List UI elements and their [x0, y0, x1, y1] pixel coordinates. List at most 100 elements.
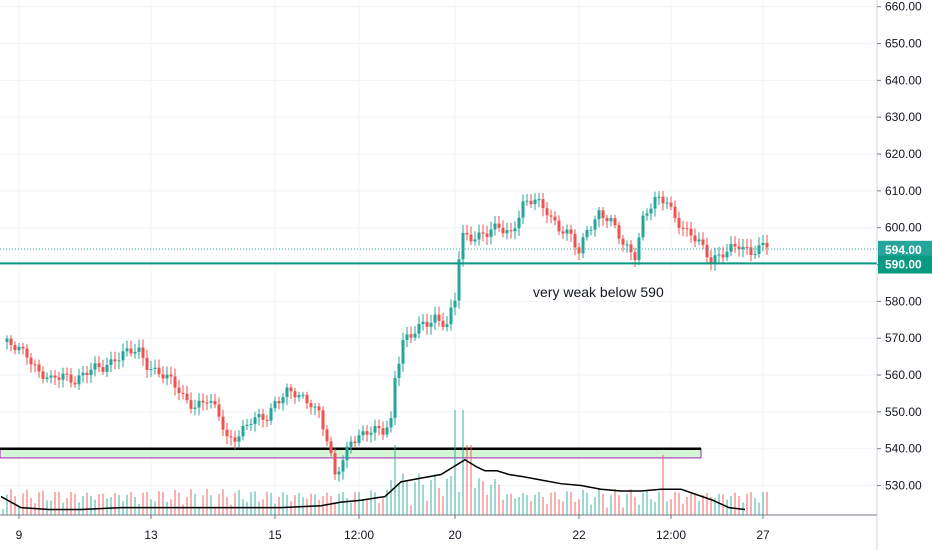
volume-bar: [386, 489, 388, 515]
volume-bar: [250, 492, 252, 515]
candle-body: [185, 393, 189, 401]
volume-bar: [194, 493, 196, 515]
volume-bar: [706, 493, 708, 515]
volume-bar: [746, 493, 748, 515]
volume-bar: [614, 489, 616, 515]
candle-body: [253, 417, 257, 425]
volume-bar: [758, 502, 760, 515]
candle-body: [617, 225, 621, 239]
volume-bar: [414, 482, 416, 515]
volume-bar: [18, 506, 20, 515]
candle-body: [365, 431, 369, 435]
time-axis[interactable]: 9 13 15 12:00 20 22 12:00 27: [0, 514, 877, 542]
candle-body: [65, 373, 69, 375]
candle-body: [321, 410, 325, 430]
candle-body: [177, 387, 181, 393]
volume-bar: [562, 501, 564, 515]
volume-bar: [350, 502, 352, 515]
candle-body: [629, 244, 633, 253]
candle-body: [477, 232, 481, 240]
candle-body: [581, 237, 585, 254]
volume-bar: [42, 490, 44, 515]
time-tick-label: 12:00: [344, 528, 374, 542]
candle-body: [561, 231, 565, 234]
volume-bar: [498, 484, 500, 515]
volume-bar: [558, 499, 560, 515]
candle-body: [361, 431, 365, 436]
candle-body: [741, 246, 745, 250]
volume-bar: [106, 498, 108, 515]
candle-body: [129, 348, 133, 354]
price-tag-label: 594.00: [885, 243, 922, 257]
price-tick-label: 540.00: [885, 442, 922, 456]
candle-body: [149, 369, 153, 371]
volume-bar: [502, 499, 504, 515]
candle-body: [25, 348, 29, 358]
candle-body: [349, 441, 353, 447]
price-axis[interactable]: 660.00 650.00 640.00 630.00 620.00 610.00 600.…: [876, 0, 922, 550]
time-tick-label: 9: [16, 528, 23, 542]
volume-bar: [450, 475, 452, 515]
candle-body: [373, 426, 377, 433]
volume-bar: [370, 490, 372, 515]
volume-bar: [418, 473, 420, 515]
time-tick-label: 22: [572, 528, 586, 542]
volume-bar: [166, 501, 168, 515]
volume-bar: [710, 497, 712, 515]
candle-body: [301, 394, 305, 396]
volume-bar: [162, 492, 164, 515]
candle-body: [429, 322, 433, 327]
candle-body: [125, 348, 129, 352]
time-tick-label: 15: [268, 528, 282, 542]
candle-body: [5, 338, 9, 342]
price-tick-label: 550.00: [885, 405, 922, 419]
volume-bar: [622, 507, 624, 515]
price-tick-label: 580.00: [885, 294, 922, 308]
candle-body: [485, 233, 489, 237]
volume-bar: [642, 492, 644, 515]
candle-body: [121, 351, 125, 361]
volume-bar: [342, 492, 344, 515]
candle-body: [261, 414, 265, 420]
candle-body: [585, 230, 589, 238]
candle-body: [357, 435, 361, 444]
candle-body: [417, 323, 421, 334]
candle-body: [193, 407, 197, 409]
volume-bar: [218, 493, 220, 515]
volume-bar: [678, 492, 680, 515]
volume-bar: [542, 497, 544, 515]
candle-body: [389, 418, 393, 428]
price-lines: [0, 248, 877, 265]
volume-bar: [446, 478, 448, 515]
candle-body: [421, 321, 425, 324]
volume-bar: [646, 489, 648, 515]
candle-body: [17, 346, 21, 351]
volume-bar: [118, 495, 120, 515]
volume-bar: [22, 493, 24, 515]
candle-body: [569, 229, 573, 234]
candle-body: [649, 208, 653, 214]
candle-body: [77, 375, 81, 385]
candle-body: [233, 437, 237, 442]
volume-bar: [94, 499, 96, 515]
candle-body: [517, 217, 521, 229]
candle-body: [457, 259, 461, 301]
volume-bar: [522, 493, 524, 515]
candle-body: [661, 196, 665, 204]
candle-body: [433, 314, 437, 323]
candle-body: [101, 367, 105, 372]
volume-bar: [30, 498, 32, 515]
volume-bar: [190, 489, 192, 515]
candle-body: [577, 247, 581, 254]
volume-bar: [462, 410, 464, 515]
candle-body: [141, 347, 145, 358]
candle-body: [513, 228, 517, 232]
candle-body: [761, 242, 765, 246]
price-tick-label: 610.00: [885, 184, 922, 198]
candle-body: [377, 426, 381, 429]
volume-bar: [26, 489, 28, 515]
volume-bar: [310, 493, 312, 515]
volume-bar: [630, 489, 632, 515]
candle-body: [553, 216, 557, 221]
